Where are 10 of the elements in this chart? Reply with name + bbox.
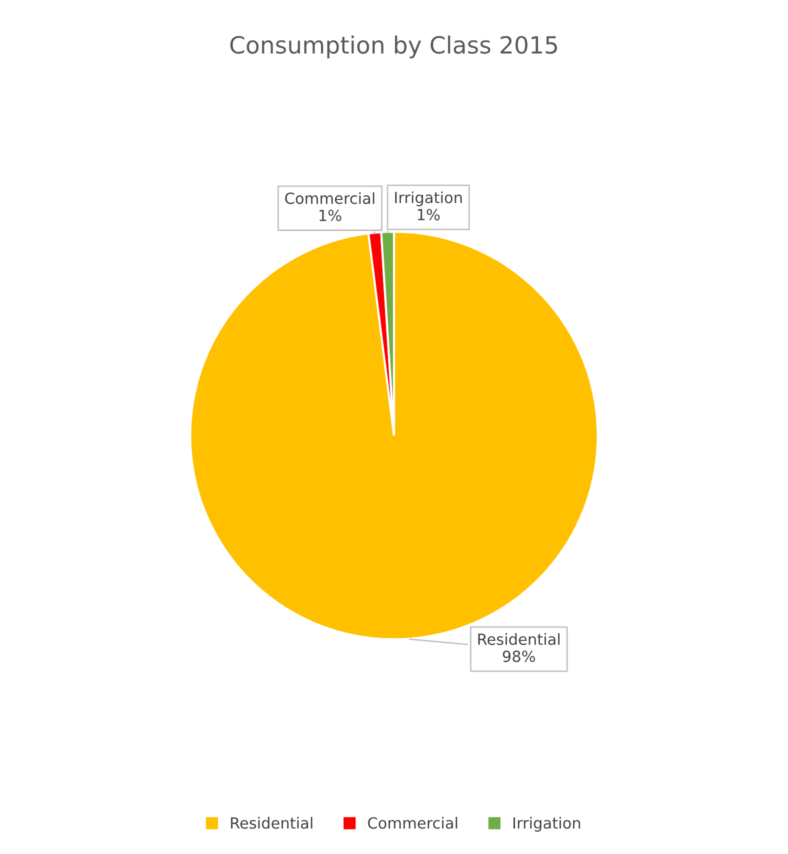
legend-label: Commercial xyxy=(368,816,458,829)
data-label: 98% xyxy=(502,650,536,662)
slice-label: Residential xyxy=(478,633,560,645)
legend-label: Residential xyxy=(231,816,312,829)
chart-title: Consumption by Class 2015 xyxy=(230,36,557,58)
slice-label: Commercial xyxy=(285,192,374,204)
legend-label: Irrigation xyxy=(514,816,580,832)
slice-label: Irrigation xyxy=(395,191,462,206)
data-label: 1% xyxy=(418,208,440,220)
data-label: 1% xyxy=(320,210,342,222)
